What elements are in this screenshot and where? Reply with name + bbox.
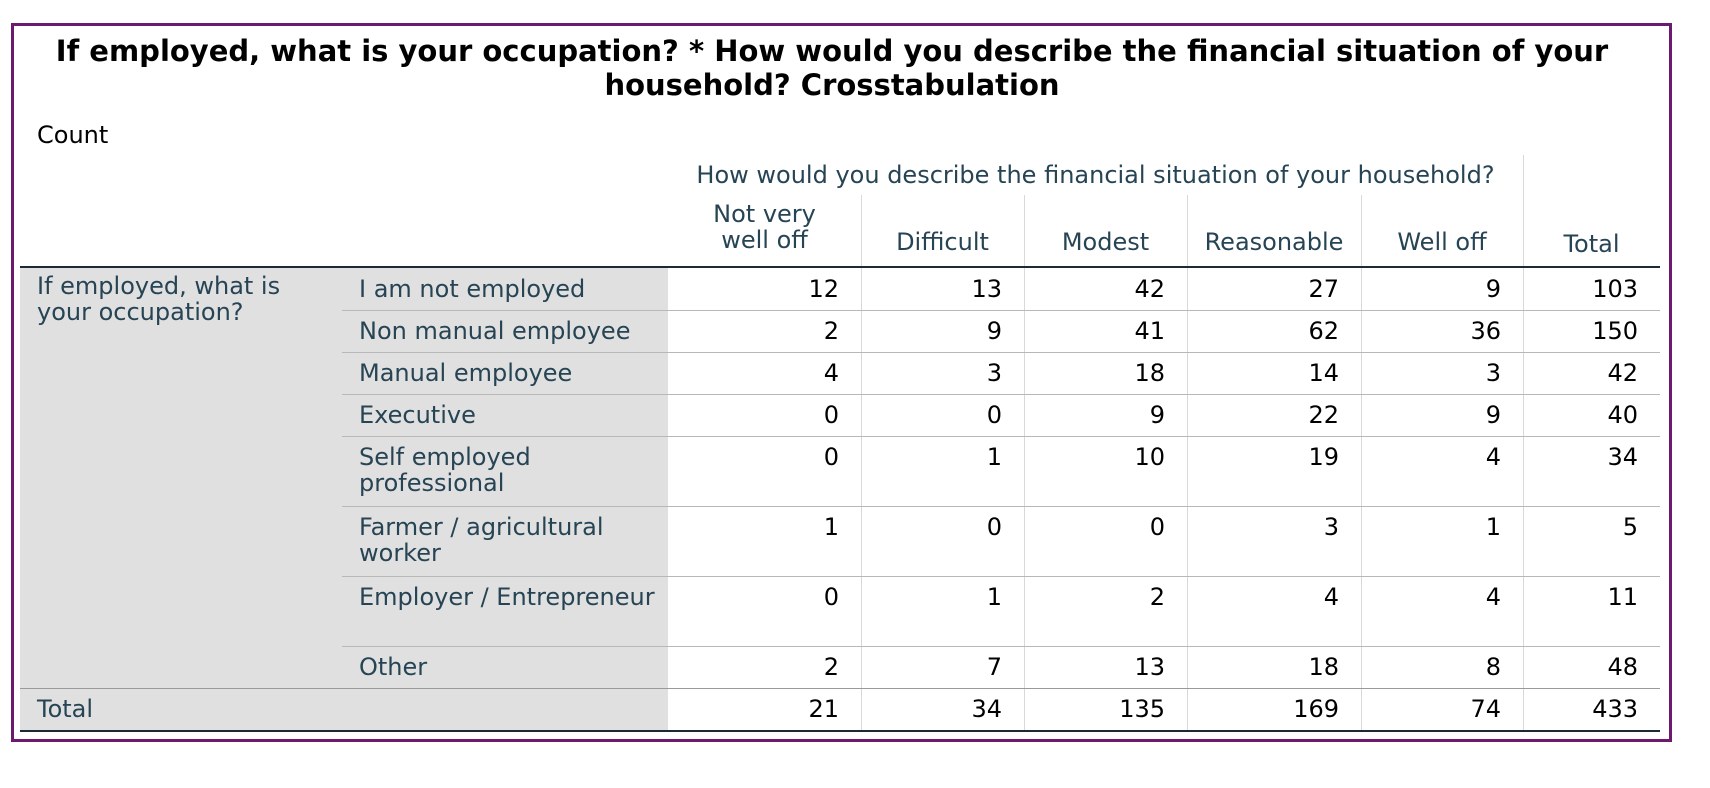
total-cell: 135 [1119, 695, 1165, 723]
table-cell: 18 [1308, 653, 1339, 681]
table-cell-total: 5 [1622, 513, 1638, 541]
table-cell: 0 [823, 583, 839, 611]
table-cell: 13 [1134, 653, 1165, 681]
table-cell-total: 103 [1592, 275, 1638, 303]
table-cell: 1 [986, 443, 1002, 471]
table-cell: 2 [823, 653, 839, 681]
total-cell: 74 [1470, 695, 1501, 723]
table-cell: 13 [971, 275, 1002, 303]
table-cell-total: 34 [1607, 443, 1638, 471]
total-rule [20, 688, 1660, 689]
row-label: Non manual employee [359, 317, 631, 345]
row-rule [342, 576, 1660, 577]
table-cell: 1 [1485, 513, 1501, 541]
table-cell: 8 [1485, 653, 1501, 681]
title-line-1: If employed, what is your occupation? * … [55, 34, 1609, 68]
row-rule [342, 352, 1660, 353]
column-header: Not very well off [713, 200, 816, 254]
table-cell: 0 [986, 513, 1002, 541]
table-cell: 10 [1134, 443, 1165, 471]
row-label-background [20, 268, 668, 730]
row-label: Other [359, 653, 428, 681]
total-cell: 21 [808, 695, 839, 723]
header-rule [20, 266, 1660, 268]
table-cell-total: 150 [1592, 317, 1638, 345]
table-cell: 22 [1308, 401, 1339, 429]
table-cell: 19 [1308, 443, 1339, 471]
table-cell: 9 [1485, 275, 1501, 303]
row-group-label: If employed, what is your occupation? [37, 272, 281, 326]
row-rule [342, 394, 1660, 395]
table-cell: 36 [1470, 317, 1501, 345]
table-cell: 0 [1149, 513, 1165, 541]
table-cell: 1 [986, 583, 1002, 611]
table-cell: 0 [823, 443, 839, 471]
row-label: Farmer / agricultural worker [359, 513, 604, 567]
table-cell: 1 [823, 513, 839, 541]
table-cell: 3 [1323, 513, 1339, 541]
column-header: Well off [1397, 228, 1487, 256]
table-cell: 4 [1485, 443, 1501, 471]
column-divider [1361, 195, 1362, 730]
table-cell: 12 [808, 275, 839, 303]
title-line-2: household? Crosstabulation [604, 68, 1060, 102]
grand-total-cell: 433 [1592, 695, 1638, 723]
table-cell: 4 [1323, 583, 1339, 611]
table-cell: 0 [986, 401, 1002, 429]
total-row-label: Total [37, 695, 94, 723]
row-label: Manual employee [359, 359, 573, 387]
table-cell: 4 [1485, 583, 1501, 611]
table-cell: 27 [1308, 275, 1339, 303]
table-cell: 62 [1308, 317, 1339, 345]
table-cell-total: 11 [1607, 583, 1638, 611]
row-label: Employer / Entrepreneur [359, 583, 655, 611]
column-divider [1523, 155, 1524, 730]
column-divider [1187, 195, 1188, 730]
table-cell-total: 42 [1607, 359, 1638, 387]
table-cell: 2 [1149, 583, 1165, 611]
column-header-total: Total [1563, 230, 1620, 258]
table-cell: 42 [1134, 275, 1165, 303]
row-rule [342, 506, 1660, 507]
row-label: Executive [359, 401, 476, 429]
column-header: Reasonable [1204, 228, 1344, 256]
table-cell: 7 [986, 653, 1002, 681]
column-group-header: How would you describe the financial sit… [696, 161, 1495, 189]
table-cell: 9 [1485, 401, 1501, 429]
row-rule [342, 310, 1660, 311]
table-cell: 0 [823, 401, 839, 429]
row-rule [342, 436, 1660, 437]
column-header: Difficult [896, 228, 989, 256]
table-cell: 18 [1134, 359, 1165, 387]
row-label: Self employed professional [359, 443, 531, 497]
row-label: I am not employed [359, 275, 586, 303]
table-cell-total: 48 [1607, 653, 1638, 681]
table-cell: 4 [823, 359, 839, 387]
table-title: If employed, what is your occupation? * … [23, 34, 1641, 102]
table-cell: 2 [823, 317, 839, 345]
statistic-label: Count [37, 121, 109, 149]
column-divider [1024, 195, 1025, 730]
total-cell: 34 [971, 695, 1002, 723]
table-cell: 3 [986, 359, 1002, 387]
column-divider [861, 195, 862, 730]
table-cell-total: 40 [1607, 401, 1638, 429]
table-frame [11, 23, 1672, 742]
table-cell: 14 [1308, 359, 1339, 387]
total-cell: 169 [1293, 695, 1339, 723]
row-rule [342, 646, 1660, 647]
table-cell: 9 [986, 317, 1002, 345]
column-header: Modest [1061, 228, 1150, 256]
table-cell: 3 [1485, 359, 1501, 387]
table-bottom-rule [20, 730, 1660, 732]
table-cell: 41 [1134, 317, 1165, 345]
table-cell: 9 [1149, 401, 1165, 429]
